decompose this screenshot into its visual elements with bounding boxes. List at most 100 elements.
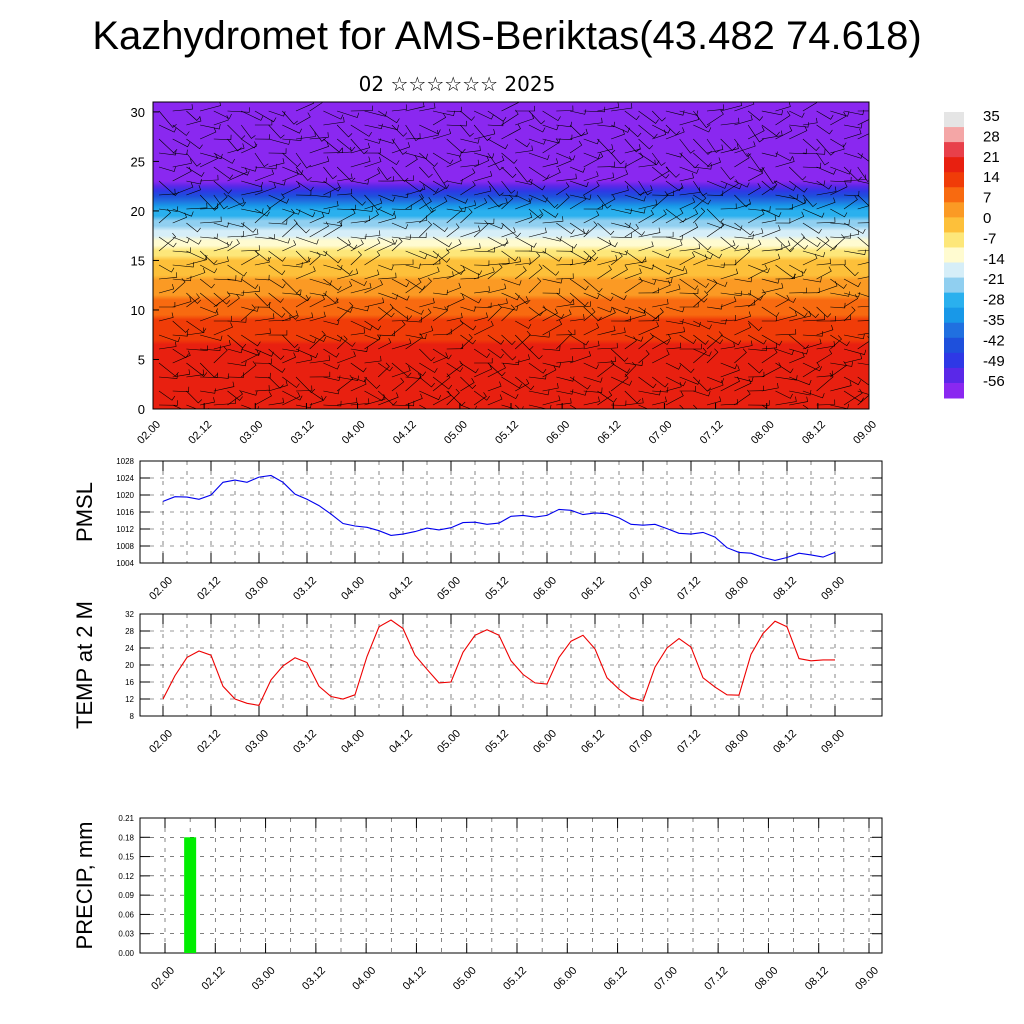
wind-barb xyxy=(460,333,473,350)
wind-barb xyxy=(556,193,570,210)
wind-barb xyxy=(241,334,261,347)
wind-barb xyxy=(775,204,793,210)
wind-barb xyxy=(651,110,666,122)
wind-barb xyxy=(391,338,412,350)
y-tick-label: 0.18 xyxy=(118,833,134,842)
wind-barb xyxy=(295,236,319,245)
wind-barb xyxy=(706,222,724,229)
y-tick-label: 30 xyxy=(131,105,145,120)
wind-barb xyxy=(446,265,466,280)
wind-barb xyxy=(652,333,672,350)
wind-barb xyxy=(624,208,646,214)
wind-barb xyxy=(172,182,194,196)
wind-barb xyxy=(213,381,235,392)
wind-barb xyxy=(665,264,685,272)
wind-barb xyxy=(830,335,842,350)
wind-barb xyxy=(473,390,490,401)
wind-barb xyxy=(186,369,205,378)
wind-barb xyxy=(569,301,591,308)
x-tick-label: 07.12 xyxy=(675,728,703,756)
x-tick-label: 08.00 xyxy=(723,728,751,756)
wind-barb xyxy=(515,113,534,126)
wind-barb xyxy=(665,240,683,252)
wind-barb xyxy=(569,278,589,291)
wind-barb xyxy=(734,299,756,308)
y-tick-label: 0.15 xyxy=(118,853,134,862)
wind-barb xyxy=(295,112,311,126)
wind-barb xyxy=(706,278,728,287)
wind-barb xyxy=(843,128,862,140)
y-tick-label: 8 xyxy=(130,712,135,721)
wind-barb xyxy=(515,376,535,391)
wind-barb xyxy=(747,362,763,374)
wind-barb xyxy=(802,306,820,319)
wind-barb xyxy=(419,390,442,401)
wind-barb xyxy=(665,362,682,370)
wind-barb xyxy=(665,208,684,224)
wind-barb xyxy=(679,302,699,308)
wind-barb xyxy=(227,290,245,296)
wind-barb xyxy=(679,197,696,210)
wind-barb xyxy=(309,330,326,350)
wind-barb xyxy=(515,296,529,308)
wind-barb xyxy=(693,207,706,224)
wind-barb xyxy=(679,138,695,154)
wind-barb xyxy=(624,144,641,154)
wind-barb xyxy=(679,243,700,252)
wind-barb xyxy=(843,109,865,116)
wind-barb xyxy=(843,333,865,340)
wind-barb xyxy=(350,346,368,352)
temperature-panel: 8 12 16 20 24 28 32 02.00 02.12 03.00 03.12 04.00 04… xyxy=(72,601,883,756)
wind-barb xyxy=(515,354,530,364)
wind-barb xyxy=(501,180,516,194)
wind-barb xyxy=(775,329,797,336)
wind-barb xyxy=(693,278,709,288)
wind-barb xyxy=(857,133,869,140)
wind-barb xyxy=(706,144,724,154)
wind-barb xyxy=(610,306,630,315)
wind-barb xyxy=(241,185,263,196)
wind-barb xyxy=(473,364,493,378)
wind-barb xyxy=(200,334,223,341)
x-tick-label: 06.00 xyxy=(544,419,572,447)
series-line xyxy=(162,474,836,561)
wind-barb xyxy=(802,362,822,372)
wind-barb xyxy=(350,124,372,137)
wind-barb xyxy=(405,362,427,377)
wind-barb xyxy=(460,138,480,144)
wind-barb xyxy=(227,107,250,113)
wind-barb xyxy=(213,194,228,210)
wind-barb xyxy=(200,124,221,130)
x-tick-label: 07.12 xyxy=(675,575,703,603)
wind-barb xyxy=(336,351,356,364)
wind-barb xyxy=(364,168,381,182)
wind-barb xyxy=(200,203,218,210)
wind-barb xyxy=(501,256,521,266)
wind-barb xyxy=(241,286,261,294)
wind-barb xyxy=(857,362,869,366)
colorbar-swatch xyxy=(944,367,964,384)
wind-barb xyxy=(569,222,590,235)
wind-barb xyxy=(569,313,585,322)
wind-barb xyxy=(240,124,256,139)
wind-barb xyxy=(556,121,572,128)
x-tick-label: 02.12 xyxy=(199,965,227,993)
wind-barb xyxy=(350,206,373,212)
wind-barb xyxy=(542,319,563,336)
wind-barb xyxy=(405,215,428,224)
wind-barb xyxy=(501,305,519,311)
x-tick-label: 08.00 xyxy=(749,419,777,447)
wind-barb xyxy=(364,156,382,168)
wind-barb xyxy=(158,390,176,401)
wind-barb xyxy=(432,180,450,190)
wind-barb xyxy=(624,124,642,138)
wind-barb xyxy=(748,345,768,352)
colorbar-swatch xyxy=(944,382,964,399)
wind-barb xyxy=(624,390,641,404)
wind-barb xyxy=(857,222,869,224)
wind-barb xyxy=(186,222,201,233)
wind-barb xyxy=(254,119,273,126)
wind-barb xyxy=(309,395,324,406)
wind-barb xyxy=(186,152,201,167)
wind-barb xyxy=(213,256,229,266)
